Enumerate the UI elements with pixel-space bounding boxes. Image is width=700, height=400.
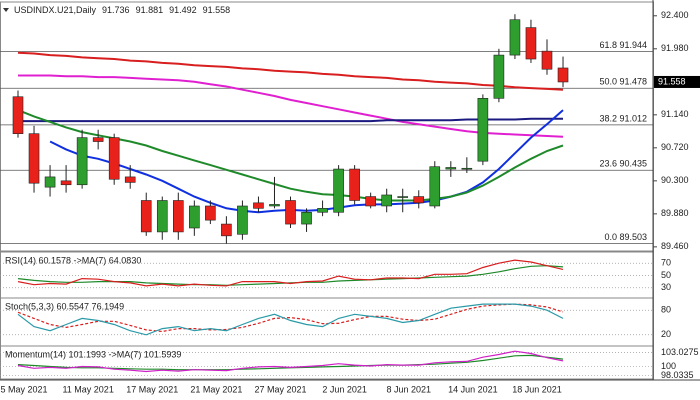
candle-body bbox=[253, 202, 264, 209]
x-tick-label: 27 May 2021 bbox=[254, 384, 306, 394]
y-tick-label: 70 bbox=[661, 258, 671, 268]
y-tick-label: 90.300 bbox=[661, 175, 689, 185]
ohlc-open: 91.736 bbox=[102, 5, 130, 15]
candle-body bbox=[44, 176, 56, 188]
candle-body bbox=[205, 205, 216, 221]
candle-body bbox=[76, 137, 88, 186]
y-tick-label: 80 bbox=[661, 305, 671, 315]
candle-body bbox=[12, 96, 24, 134]
y-tick-label: 91.980 bbox=[661, 43, 689, 53]
candle-body bbox=[140, 200, 152, 233]
candle-body bbox=[269, 204, 280, 207]
x-tick-label: 17 May 2021 bbox=[126, 384, 178, 394]
candle-body bbox=[349, 168, 360, 201]
fib-label: 50.0 91.478 bbox=[599, 77, 647, 87]
candle-body bbox=[477, 98, 489, 162]
candle-body bbox=[509, 19, 521, 56]
y-tick-label: 92.400 bbox=[661, 10, 689, 20]
indicator-line bbox=[17, 350, 564, 373]
candle-body bbox=[285, 200, 296, 225]
y-tick-label: 98.0335 bbox=[661, 370, 694, 380]
candle-body bbox=[557, 67, 569, 83]
price-tag-label: 91.558 bbox=[658, 76, 686, 86]
candle-body bbox=[221, 223, 232, 237]
candle-body bbox=[189, 205, 200, 229]
indicator-line bbox=[17, 259, 564, 287]
candle-body bbox=[237, 205, 248, 235]
indicator-line bbox=[18, 74, 564, 138]
candle-body bbox=[301, 211, 312, 225]
y-tick-label: 91.140 bbox=[661, 109, 689, 119]
indicator-line bbox=[17, 109, 564, 202]
x-tick-label: 21 May 2021 bbox=[190, 384, 242, 394]
indicator-title: RSI(14) 60.1578 ->MA(7) 64.0830 bbox=[5, 255, 141, 265]
indicator-title: Stoch(5,3,3) 60.5547 76.1949 bbox=[5, 301, 124, 311]
candle-body bbox=[365, 196, 376, 207]
candle-body bbox=[429, 166, 441, 207]
indicator-title: Momentum(14) 101.1993 ->MA(7) 101.5939 bbox=[5, 349, 181, 359]
candle-body bbox=[124, 176, 136, 183]
candle-body bbox=[541, 50, 553, 70]
indicator-line bbox=[17, 51, 564, 91]
ohlc-high: 91.881 bbox=[136, 5, 164, 15]
y-tick-label: 30 bbox=[661, 282, 671, 292]
y-tick-label: 89.880 bbox=[661, 208, 689, 218]
candle-body bbox=[525, 27, 537, 60]
candle-body bbox=[28, 133, 40, 184]
y-tick-label: 50 bbox=[661, 270, 671, 280]
x-tick-label: 14 Jun 2021 bbox=[448, 384, 498, 394]
x-tick-label: 5 May 2021 bbox=[1, 384, 48, 394]
x-tick-label: 2 Jun 2021 bbox=[322, 384, 367, 394]
symbol: USDINDX.U21,Daily bbox=[14, 5, 97, 15]
y-tick-label: 89.460 bbox=[661, 241, 689, 251]
fib-label: 38.2 91.012 bbox=[599, 113, 647, 123]
y-tick-label: 100 bbox=[661, 361, 676, 371]
y-tick-label: 20 bbox=[661, 329, 671, 339]
candle-body bbox=[493, 54, 505, 99]
fib-label: 0.0 89.503 bbox=[604, 232, 647, 242]
ohlc-close: 91.558 bbox=[203, 5, 231, 15]
candle-body bbox=[333, 168, 344, 213]
price-tag bbox=[654, 75, 700, 88]
y-tick-label: 103.0275 bbox=[661, 347, 699, 357]
candle-body bbox=[92, 137, 104, 142]
x-tick-label: 18 Jun 2021 bbox=[512, 384, 562, 394]
collapse-icon bbox=[3, 8, 9, 12]
candle-body bbox=[413, 196, 425, 204]
candle-body bbox=[156, 200, 168, 233]
candle-body bbox=[445, 167, 457, 170]
candle-body bbox=[317, 208, 328, 213]
candle-body bbox=[108, 137, 120, 180]
y-tick-label: 90.720 bbox=[661, 142, 689, 152]
fib-label: 61.8 91.944 bbox=[599, 40, 647, 50]
ohlc-low: 91.492 bbox=[169, 5, 197, 15]
candle-body bbox=[397, 196, 409, 198]
candle-body bbox=[60, 180, 72, 186]
x-tick-label: 8 Jun 2021 bbox=[386, 384, 431, 394]
indicator-line bbox=[17, 303, 564, 336]
candle-body bbox=[173, 200, 184, 233]
candle-body bbox=[461, 167, 473, 170]
x-tick-label: 11 May 2021 bbox=[62, 384, 113, 394]
indicator-line bbox=[18, 117, 563, 123]
chart-title: USDINDX.U21,Daily 91.736 91.881 91.492 91.55… bbox=[14, 5, 230, 15]
candle-body bbox=[381, 194, 392, 207]
fib-label: 23.6 90.435 bbox=[599, 159, 647, 169]
